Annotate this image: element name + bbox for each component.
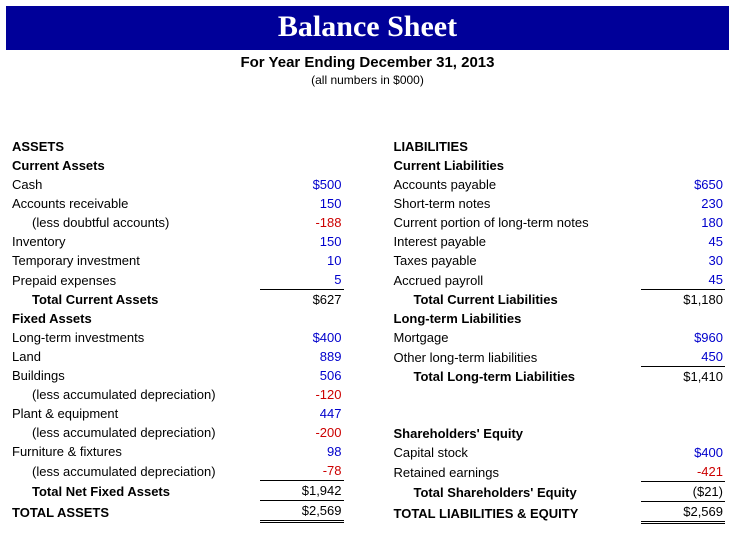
current-assets-heading: Current Assets	[10, 156, 260, 175]
subtotal-row: Total Shareholders' Equity($21)	[392, 482, 726, 502]
assets-column: ASSETS Current Assets Cash$500 Accounts …	[10, 137, 344, 524]
line-item: Accounts payable$650	[392, 175, 726, 194]
subtotal-row: Total Current Assets$627	[10, 290, 344, 310]
longterm-liab-heading: Long-term Liabilities	[392, 309, 642, 328]
line-item: (less accumulated depreciation)-120	[10, 385, 344, 404]
balance-sheet-body: ASSETS Current Assets Cash$500 Accounts …	[0, 137, 735, 524]
line-item: Buildings506	[10, 366, 344, 385]
subtotal-row: Total Current Liabilities$1,180	[392, 290, 726, 310]
assets-heading: ASSETS	[10, 137, 260, 156]
line-item: Prepaid expenses5	[10, 270, 344, 290]
line-item: Retained earnings-421	[392, 462, 726, 482]
line-item: Accounts receivable150	[10, 194, 344, 213]
line-item: Inventory150	[10, 232, 344, 251]
line-item: (less doubtful accounts)-188	[10, 213, 344, 232]
units-note: (all numbers in $000)	[0, 73, 735, 87]
line-item: Short-term notes230	[392, 194, 726, 213]
grand-total-row: TOTAL ASSETS$2,569	[10, 501, 344, 522]
liabilities-table: LIABILITIES Current Liabilities Accounts…	[392, 137, 726, 524]
line-item: Capital stock$400	[392, 443, 726, 462]
liabilities-heading: LIABILITIES	[392, 137, 642, 156]
line-item: (less accumulated depreciation)-200	[10, 423, 344, 442]
line-item: Other long-term liabilities450	[392, 347, 726, 367]
subtotal-row: Total Net Fixed Assets$1,942	[10, 481, 344, 501]
line-item: Long-term investments$400	[10, 328, 344, 347]
subtitle: For Year Ending December 31, 2013	[0, 54, 735, 71]
equity-heading: Shareholders' Equity	[392, 424, 642, 443]
line-item: Plant & equipment447	[10, 404, 344, 423]
line-item: Land889	[10, 347, 344, 366]
line-item: (less accumulated depreciation)-78	[10, 461, 344, 481]
subtotal-row: Total Long-term Liabilities$1,410	[392, 367, 726, 387]
fixed-assets-heading: Fixed Assets	[10, 309, 260, 328]
title-bar: Balance Sheet	[6, 6, 729, 50]
line-item: Interest payable45	[392, 232, 726, 251]
line-item: Accrued payroll45	[392, 270, 726, 290]
grand-total-row: TOTAL LIABILITIES & EQUITY$2,569	[392, 502, 726, 523]
line-item: Taxes payable30	[392, 251, 726, 270]
liabilities-column: LIABILITIES Current Liabilities Accounts…	[392, 137, 726, 524]
line-item: Current portion of long-term notes180	[392, 213, 726, 232]
line-item: Mortgage$960	[392, 328, 726, 347]
current-liab-heading: Current Liabilities	[392, 156, 642, 175]
assets-table: ASSETS Current Assets Cash$500 Accounts …	[10, 137, 344, 523]
line-item: Temporary investment10	[10, 251, 344, 270]
line-item: Cash$500	[10, 175, 344, 194]
line-item: Furniture & fixtures98	[10, 442, 344, 461]
